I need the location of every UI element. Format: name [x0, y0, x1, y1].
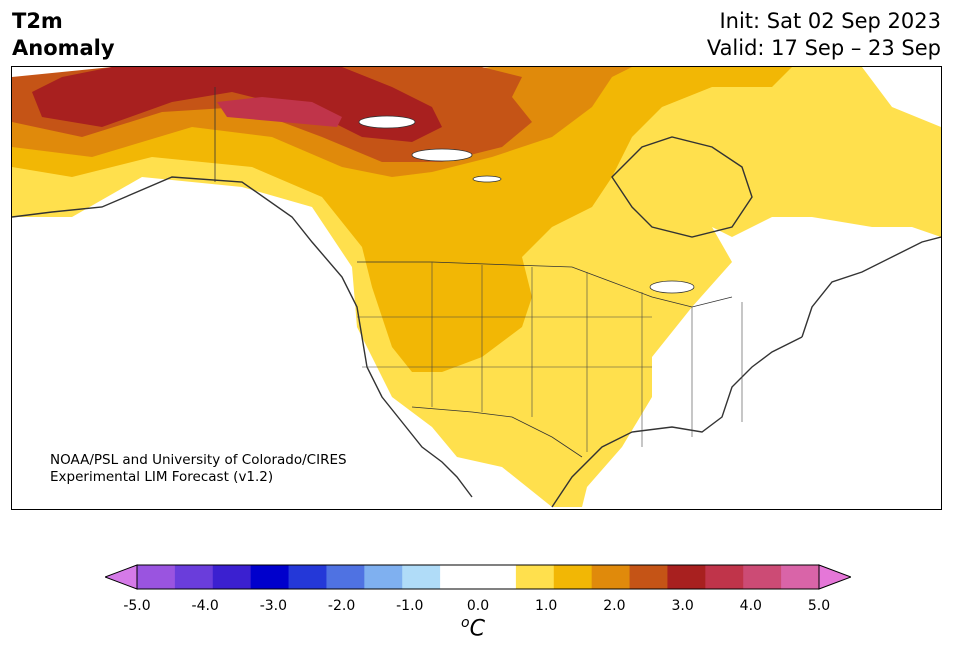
colorbar-tick-label: -5.0	[123, 598, 151, 614]
colorbar-segment	[781, 565, 820, 589]
colorbar-tick-label: -1.0	[396, 598, 424, 614]
unit-base: C	[469, 616, 485, 642]
anomaly-shading	[12, 67, 941, 507]
forecast-dates: Init: Sat 02 Sep 2023 Valid: 17 Sep – 23…	[707, 8, 941, 62]
colorbar-segment	[364, 565, 403, 589]
colorbar-segment	[440, 565, 479, 589]
unit-superscript: o	[461, 615, 470, 631]
coastlines-and-borders	[12, 87, 941, 508]
colorbar-segment	[743, 565, 782, 589]
hudson-bay	[611, 136, 753, 238]
atlantic-coast	[801, 236, 941, 338]
credit-line-2: Experimental LIM Forecast (v1.2)	[50, 469, 273, 485]
colorbar-segment	[250, 565, 290, 589]
map-svg: NOAA/PSL and University of Colorado/CIRE…	[12, 67, 941, 508]
colorbar-segment	[553, 565, 593, 589]
colorbar-tick-label: 1.0	[535, 598, 558, 614]
colorbar-segment	[591, 565, 631, 589]
colorbar-segment	[705, 565, 744, 589]
init-date: Init: Sat 02 Sep 2023	[719, 9, 941, 33]
colorbar-tick-label: -2.0	[327, 598, 356, 614]
colorbar-max-extension	[818, 564, 853, 590]
colorbar-svg	[103, 564, 853, 590]
anomaly-zone-2.5-3.0	[32, 67, 442, 142]
colorbar-segment	[402, 565, 441, 589]
map-credit: NOAA/PSL and University of Colorado/CIRE…	[50, 452, 347, 485]
lakes	[358, 115, 695, 294]
pacific-coast	[12, 176, 473, 498]
colorbar-tick-label: 3.0	[671, 598, 694, 614]
title-line-1: T2m	[12, 9, 63, 33]
anomaly-zone-3.0-3.5	[217, 97, 342, 127]
colorbar-min-extension	[103, 564, 138, 590]
canada-us-border	[357, 261, 733, 308]
colorbar-tick-label: -4.0	[191, 598, 219, 614]
colorbar-tick-label: -3.0	[259, 598, 288, 614]
colorbar-segment	[174, 565, 214, 589]
colorbar-segment	[137, 565, 176, 589]
colorbar-tick-label: 4.0	[739, 598, 762, 614]
map-title: T2m Anomaly	[12, 8, 115, 62]
colorbar-segment	[478, 565, 517, 589]
colorbar-segment	[629, 565, 668, 589]
gulf-coast	[551, 336, 803, 508]
anomaly-map: NOAA/PSL and University of Colorado/CIRE…	[11, 66, 942, 510]
colorbar-tick-labels: -5.0 -4.0 -3.0 -2.0 -1.0 0.0 1.0 2.0 3.0 4.0 5.0	[0, 598, 953, 618]
colorbar-segment	[288, 565, 327, 589]
colorbar-tick-label: 0.0	[466, 598, 490, 614]
colorbar-segment	[667, 565, 706, 589]
title-line-2: Anomaly	[12, 36, 115, 60]
anomaly-zone-1.0-1.5	[12, 67, 792, 372]
us-mexico-border	[411, 406, 583, 458]
state-lines	[357, 262, 743, 452]
colorbar-unit: oC	[461, 615, 485, 641]
colorbar-segment	[212, 565, 252, 589]
colorbar-tick-label: 2.0	[603, 598, 626, 614]
colorbar	[103, 564, 853, 594]
colorbar-segment	[515, 565, 555, 589]
colorbar-outline	[136, 564, 820, 590]
credit-line-1: NOAA/PSL and University of Colorado/CIRE…	[50, 452, 347, 468]
colorbar-tick-label: 5.0	[807, 598, 831, 614]
valid-range: Valid: 17 Sep – 23 Sep	[706, 36, 941, 60]
colorbar-segment	[326, 565, 365, 589]
